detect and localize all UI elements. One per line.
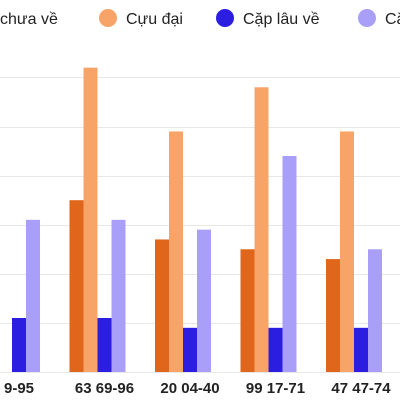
bar-cặp-lâu-về <box>183 327 197 372</box>
legend-label-cặp-lâu-về: Cặp lâu về <box>243 11 320 28</box>
bar-cặp-lâu-về <box>12 318 26 372</box>
bar-cựu-đại <box>83 67 98 373</box>
legend-marker-cựu-đại <box>99 9 117 27</box>
legend-label-chưa-về: chưa về <box>0 11 58 28</box>
legend: chưa về Cựu đại Cặp lâu về Cặ <box>0 9 400 28</box>
legend-label-cựu-đại: Cựu đại <box>126 11 183 28</box>
bar-cặp-lâu-về <box>268 327 283 372</box>
bar-cặ <box>26 219 40 372</box>
bar-cặ <box>282 156 297 372</box>
bar-cặp-lâu-về <box>354 327 368 372</box>
bar-chưa-về <box>155 239 169 372</box>
bar-cựu-đại <box>169 131 183 372</box>
x-tick-label: 47 47-74 <box>331 380 391 397</box>
x-tick-label: 99 17-71 <box>246 380 305 397</box>
bar-cặ <box>111 219 126 372</box>
bar-chưa-về <box>69 200 84 372</box>
bar-cựu-đại <box>254 87 269 372</box>
legend-marker-cặ <box>358 9 376 27</box>
x-tick-label: 20 04-40 <box>160 380 219 397</box>
x-tick-label: 63 69-96 <box>75 380 134 397</box>
legend-label-cặ: Cặ <box>385 11 400 28</box>
x-tick-label: 9-95 <box>4 380 34 397</box>
bar-cặ <box>368 249 382 372</box>
legend-marker-cặp-lâu-về <box>216 9 234 27</box>
bars <box>12 67 382 373</box>
bar-cựu-đại <box>340 131 354 372</box>
bar-cặ <box>197 229 211 372</box>
bar-chưa-về <box>240 249 255 372</box>
bar-cặp-lâu-về <box>97 318 112 372</box>
bar-chưa-về <box>326 259 340 372</box>
